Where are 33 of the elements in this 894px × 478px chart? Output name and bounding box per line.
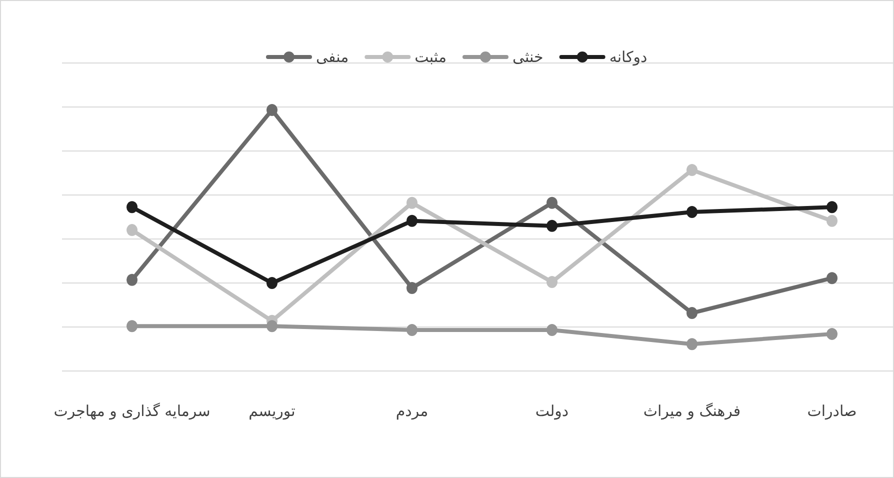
point [686,307,698,320]
point [266,320,278,332]
point [126,274,138,286]
point [686,164,698,176]
point [546,196,558,209]
point [126,201,138,214]
x-tick-label: فرهنگ و میراث [643,402,741,420]
x-tick-label: صادرات [807,402,857,420]
point [826,214,838,227]
point [546,220,558,232]
point [826,272,838,284]
legend-label: مثبت [414,48,446,66]
point [406,324,418,336]
point [826,201,838,214]
legend-label: منفی [316,48,349,66]
point [826,328,838,340]
point [686,206,698,218]
legend-label: دوکانه [609,48,648,66]
point [406,282,418,294]
point [126,320,138,332]
point [546,276,558,288]
x-tick-label: سرمایه گذاری و مهاجرت [54,402,210,420]
legend-label: خنثی [512,48,544,66]
point [686,338,698,350]
point [546,324,558,336]
point [266,104,278,116]
point [406,214,418,227]
point [406,196,418,209]
x-tick-label: توریسم [248,402,296,420]
point [266,277,278,290]
x-tick-label: دولت [535,402,569,420]
x-tick-label: مردم [396,402,428,420]
point [126,224,138,236]
